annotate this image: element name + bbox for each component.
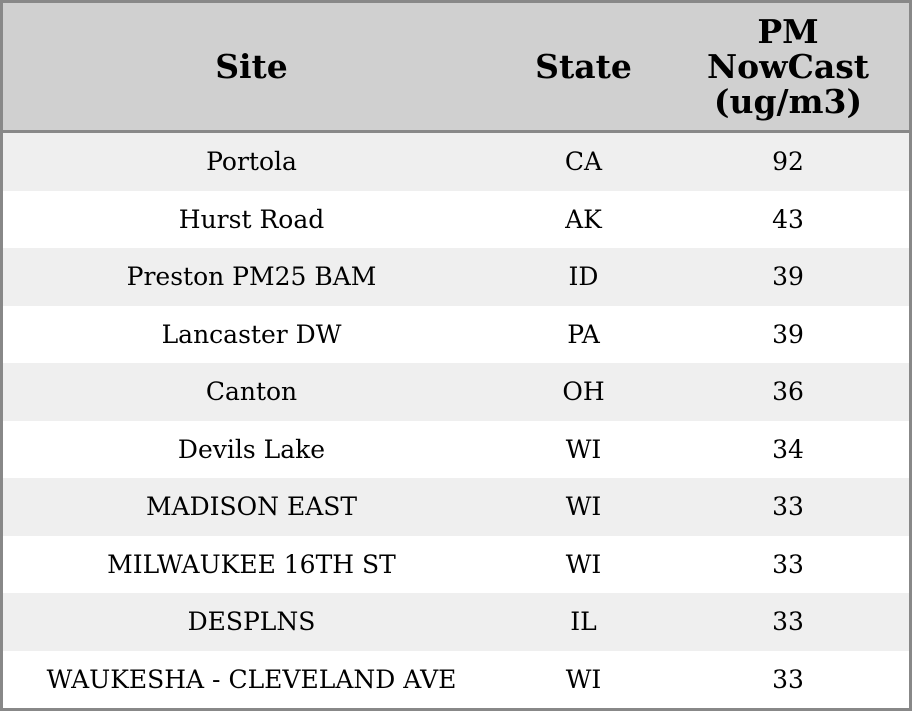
table-row: MILWAUKEE 16TH ST WI 33 (3, 535, 909, 593)
table-cell: 33 (667, 535, 909, 593)
table-cell: 33 (667, 478, 909, 536)
table-row: Devils Lake WI 34 (3, 420, 909, 478)
column-header: PM NowCast (ug/m3) (667, 3, 909, 133)
table-row: DESPLNS IL 33 (3, 593, 909, 651)
table-cell: CA (500, 131, 667, 191)
table-cell: Portola (3, 131, 500, 191)
table-cell: WI (500, 650, 667, 708)
table-cell: 39 (667, 305, 909, 363)
table-row: MADISON EAST WI 33 (3, 478, 909, 536)
table-cell: 43 (667, 190, 909, 248)
table-row: Preston PM25 BAM ID 39 (3, 248, 909, 306)
table-row: Portola CA 92 (3, 131, 909, 191)
table-cell: MADISON EAST (3, 478, 500, 536)
table-cell: Hurst Road (3, 190, 500, 248)
table-cell: MILWAUKEE 16TH ST (3, 535, 500, 593)
column-header: State (500, 3, 667, 133)
table-cell: ID (500, 248, 667, 306)
data-table: Site State PM NowCast (ug/m3) Portola CA 9… (3, 3, 909, 708)
table-row: Hurst Road AK 43 (3, 190, 909, 248)
table-cell: IL (500, 593, 667, 651)
table-row: Lancaster DW PA 39 (3, 305, 909, 363)
column-header: Site (3, 3, 500, 133)
table-cell: 33 (667, 593, 909, 651)
table-cell: WI (500, 420, 667, 478)
table-cell: WI (500, 478, 667, 536)
table-cell: Lancaster DW (3, 305, 500, 363)
table-cell: AK (500, 190, 667, 248)
table-cell: 34 (667, 420, 909, 478)
table-cell: 36 (667, 363, 909, 421)
table-row: WAUKESHA - CLEVELAND AVE WI 33 (3, 650, 909, 708)
table-cell: PA (500, 305, 667, 363)
header-row: Site State PM NowCast (ug/m3) (3, 3, 909, 133)
table-cell: Preston PM25 BAM (3, 248, 500, 306)
table-cell: DESPLNS (3, 593, 500, 651)
table-cell: 92 (667, 131, 909, 191)
table-cell: 39 (667, 248, 909, 306)
table-cell: Canton (3, 363, 500, 421)
table-cell: 33 (667, 650, 909, 708)
table-cell: OH (500, 363, 667, 421)
table-cell: WAUKESHA - CLEVELAND AVE (3, 650, 500, 708)
table-body: Portola CA 92 Hurst Road AK 43 Preston PM25 BA… (3, 131, 909, 708)
table-row: Canton OH 36 (3, 363, 909, 421)
table-cell: WI (500, 535, 667, 593)
table-cell: Devils Lake (3, 420, 500, 478)
